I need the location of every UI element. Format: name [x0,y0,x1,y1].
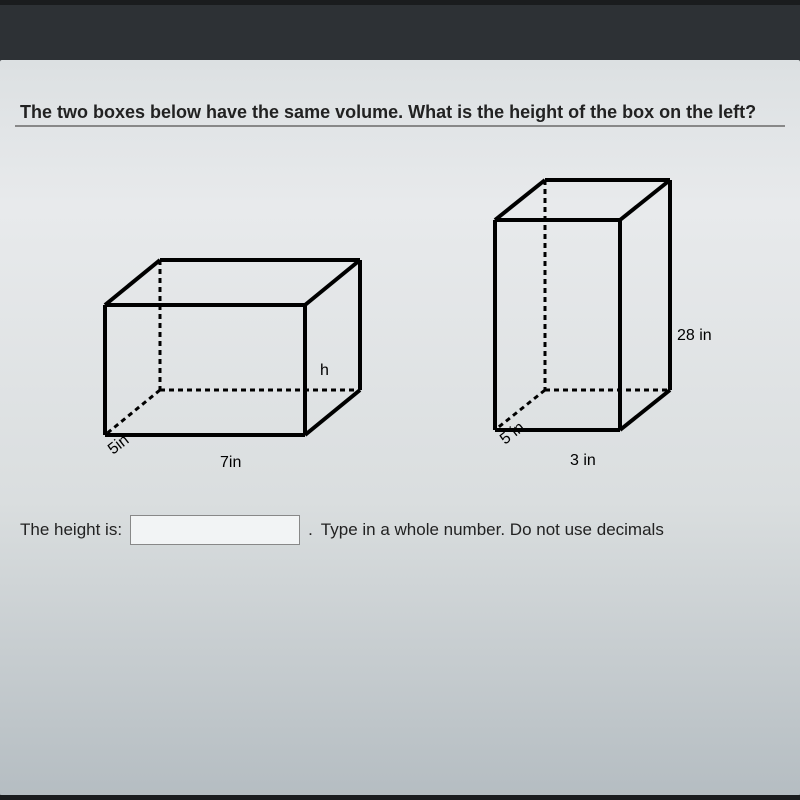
screen-frame: The two boxes below have the same volume… [0,0,800,800]
box-right-width-label: 3 in [570,452,596,469]
divider [15,125,785,127]
answer-hint: Type in a whole number. Do not use decim… [321,520,664,540]
box-left-height-label: h [320,362,329,379]
box-left-svg: h 5in 7in [75,245,375,475]
box-left: h 5in 7in [75,245,375,475]
answer-label: The height is: [20,520,122,540]
box-right-svg: 28 in 5 in 3 in [465,165,725,475]
content-card: The two boxes below have the same volume… [0,60,800,795]
screen-top-bar [0,5,800,65]
box-right: 28 in 5 in 3 in [465,165,725,475]
question-text: The two boxes below have the same volume… [20,100,780,125]
answer-row: The height is: . Type in a whole number.… [20,515,780,545]
answer-separator: . [308,520,313,540]
boxes-row: h 5in 7in [20,165,780,475]
box-right-height-label: 28 in [677,327,712,344]
answer-input[interactable] [130,515,300,545]
box-left-width-label: 7in [220,454,241,471]
